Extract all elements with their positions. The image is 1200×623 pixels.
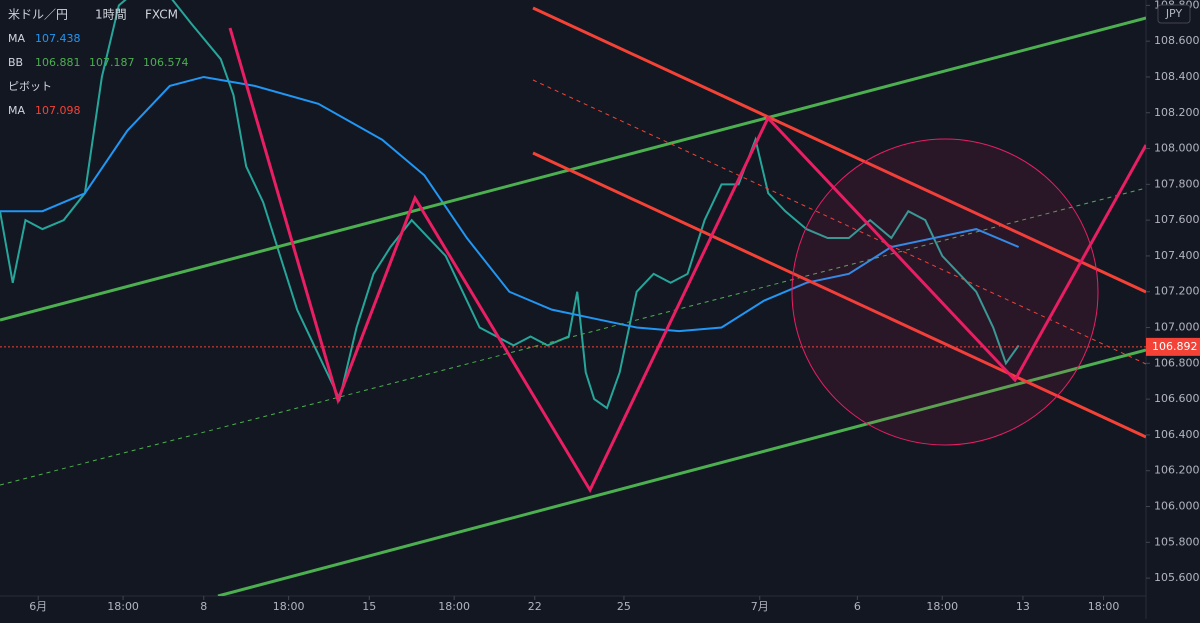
x-tick-label: 6 — [854, 600, 861, 613]
indicator-name: MA — [8, 32, 25, 45]
trend-line — [532, 151, 1146, 439]
x-tick-label: 22 — [528, 600, 542, 613]
x-tick-label: 18:00 — [273, 600, 305, 613]
symbol: 米ドル／円 — [8, 8, 68, 22]
x-tick-label: 6月 — [29, 600, 47, 613]
trend-line — [217, 348, 1146, 596]
trend-line — [0, 16, 1146, 322]
y-tick-label: 107.000 — [1154, 321, 1200, 334]
indicator-value: 107.187 — [89, 56, 135, 69]
drawings — [0, 6, 1146, 596]
trend-line — [532, 79, 1146, 365]
x-tick-label: 18:00 — [438, 600, 470, 613]
y-tick-label: 107.400 — [1154, 249, 1200, 262]
y-tick-label: 105.600 — [1154, 571, 1200, 584]
indicator-value: 106.881 — [35, 56, 81, 69]
zigzag — [228, 27, 1146, 494]
series-line — [0, 75, 1020, 333]
header: 米ドル／円 1時間 FXCM — [8, 8, 178, 22]
indicator-name: ピボット — [8, 80, 52, 93]
highlight-circle — [791, 138, 1099, 446]
currency: JPY — [1165, 7, 1183, 20]
y-tick-label: 108.200 — [1154, 106, 1200, 119]
x-tick-label: 25 — [617, 600, 631, 613]
interval: 1時間 — [95, 8, 127, 22]
series-line — [0, 0, 1020, 410]
indicator-value: 107.098 — [35, 104, 81, 117]
y-tick-label: 107.600 — [1154, 213, 1200, 226]
indicator-value: 107.438 — [35, 32, 81, 45]
indicator-name: MA — [8, 104, 25, 117]
y-tick-label: 106.600 — [1154, 392, 1200, 405]
y-tick-label: 108.600 — [1154, 34, 1200, 47]
y-tick-label: 107.800 — [1154, 177, 1200, 190]
trend-line — [532, 6, 1146, 294]
y-tick-label: 106.200 — [1154, 464, 1200, 477]
x-tick-label: 18:00 — [107, 600, 139, 613]
y-tick-label: 108.400 — [1154, 70, 1200, 83]
last-price-label: 106.892 — [1152, 340, 1198, 353]
x-tick-label: 7月 — [751, 600, 769, 613]
y-tick-label: 106.400 — [1154, 428, 1200, 441]
y-tick-label: 108.000 — [1154, 142, 1200, 155]
y-tick-label: 105.800 — [1154, 535, 1200, 548]
y-tick-label: 106.800 — [1154, 356, 1200, 369]
currency-badge[interactable] — [1157, 4, 1191, 24]
x-tick-label: 18:00 — [1088, 600, 1120, 613]
x-tick-label: 15 — [362, 600, 376, 613]
indicator-name: BB — [8, 56, 23, 69]
x-tick-label: 13 — [1016, 600, 1030, 613]
y-tick-label: 106.000 — [1154, 500, 1200, 513]
x-tick-label: 18:00 — [926, 600, 958, 613]
source: FXCM — [145, 8, 178, 22]
trend-line — [0, 187, 1146, 486]
last-price-box — [1146, 337, 1200, 356]
x-tick-label: 8 — [200, 600, 207, 613]
indicator-value: 106.574 — [143, 56, 189, 69]
y-tick-label: 107.200 — [1154, 285, 1200, 298]
